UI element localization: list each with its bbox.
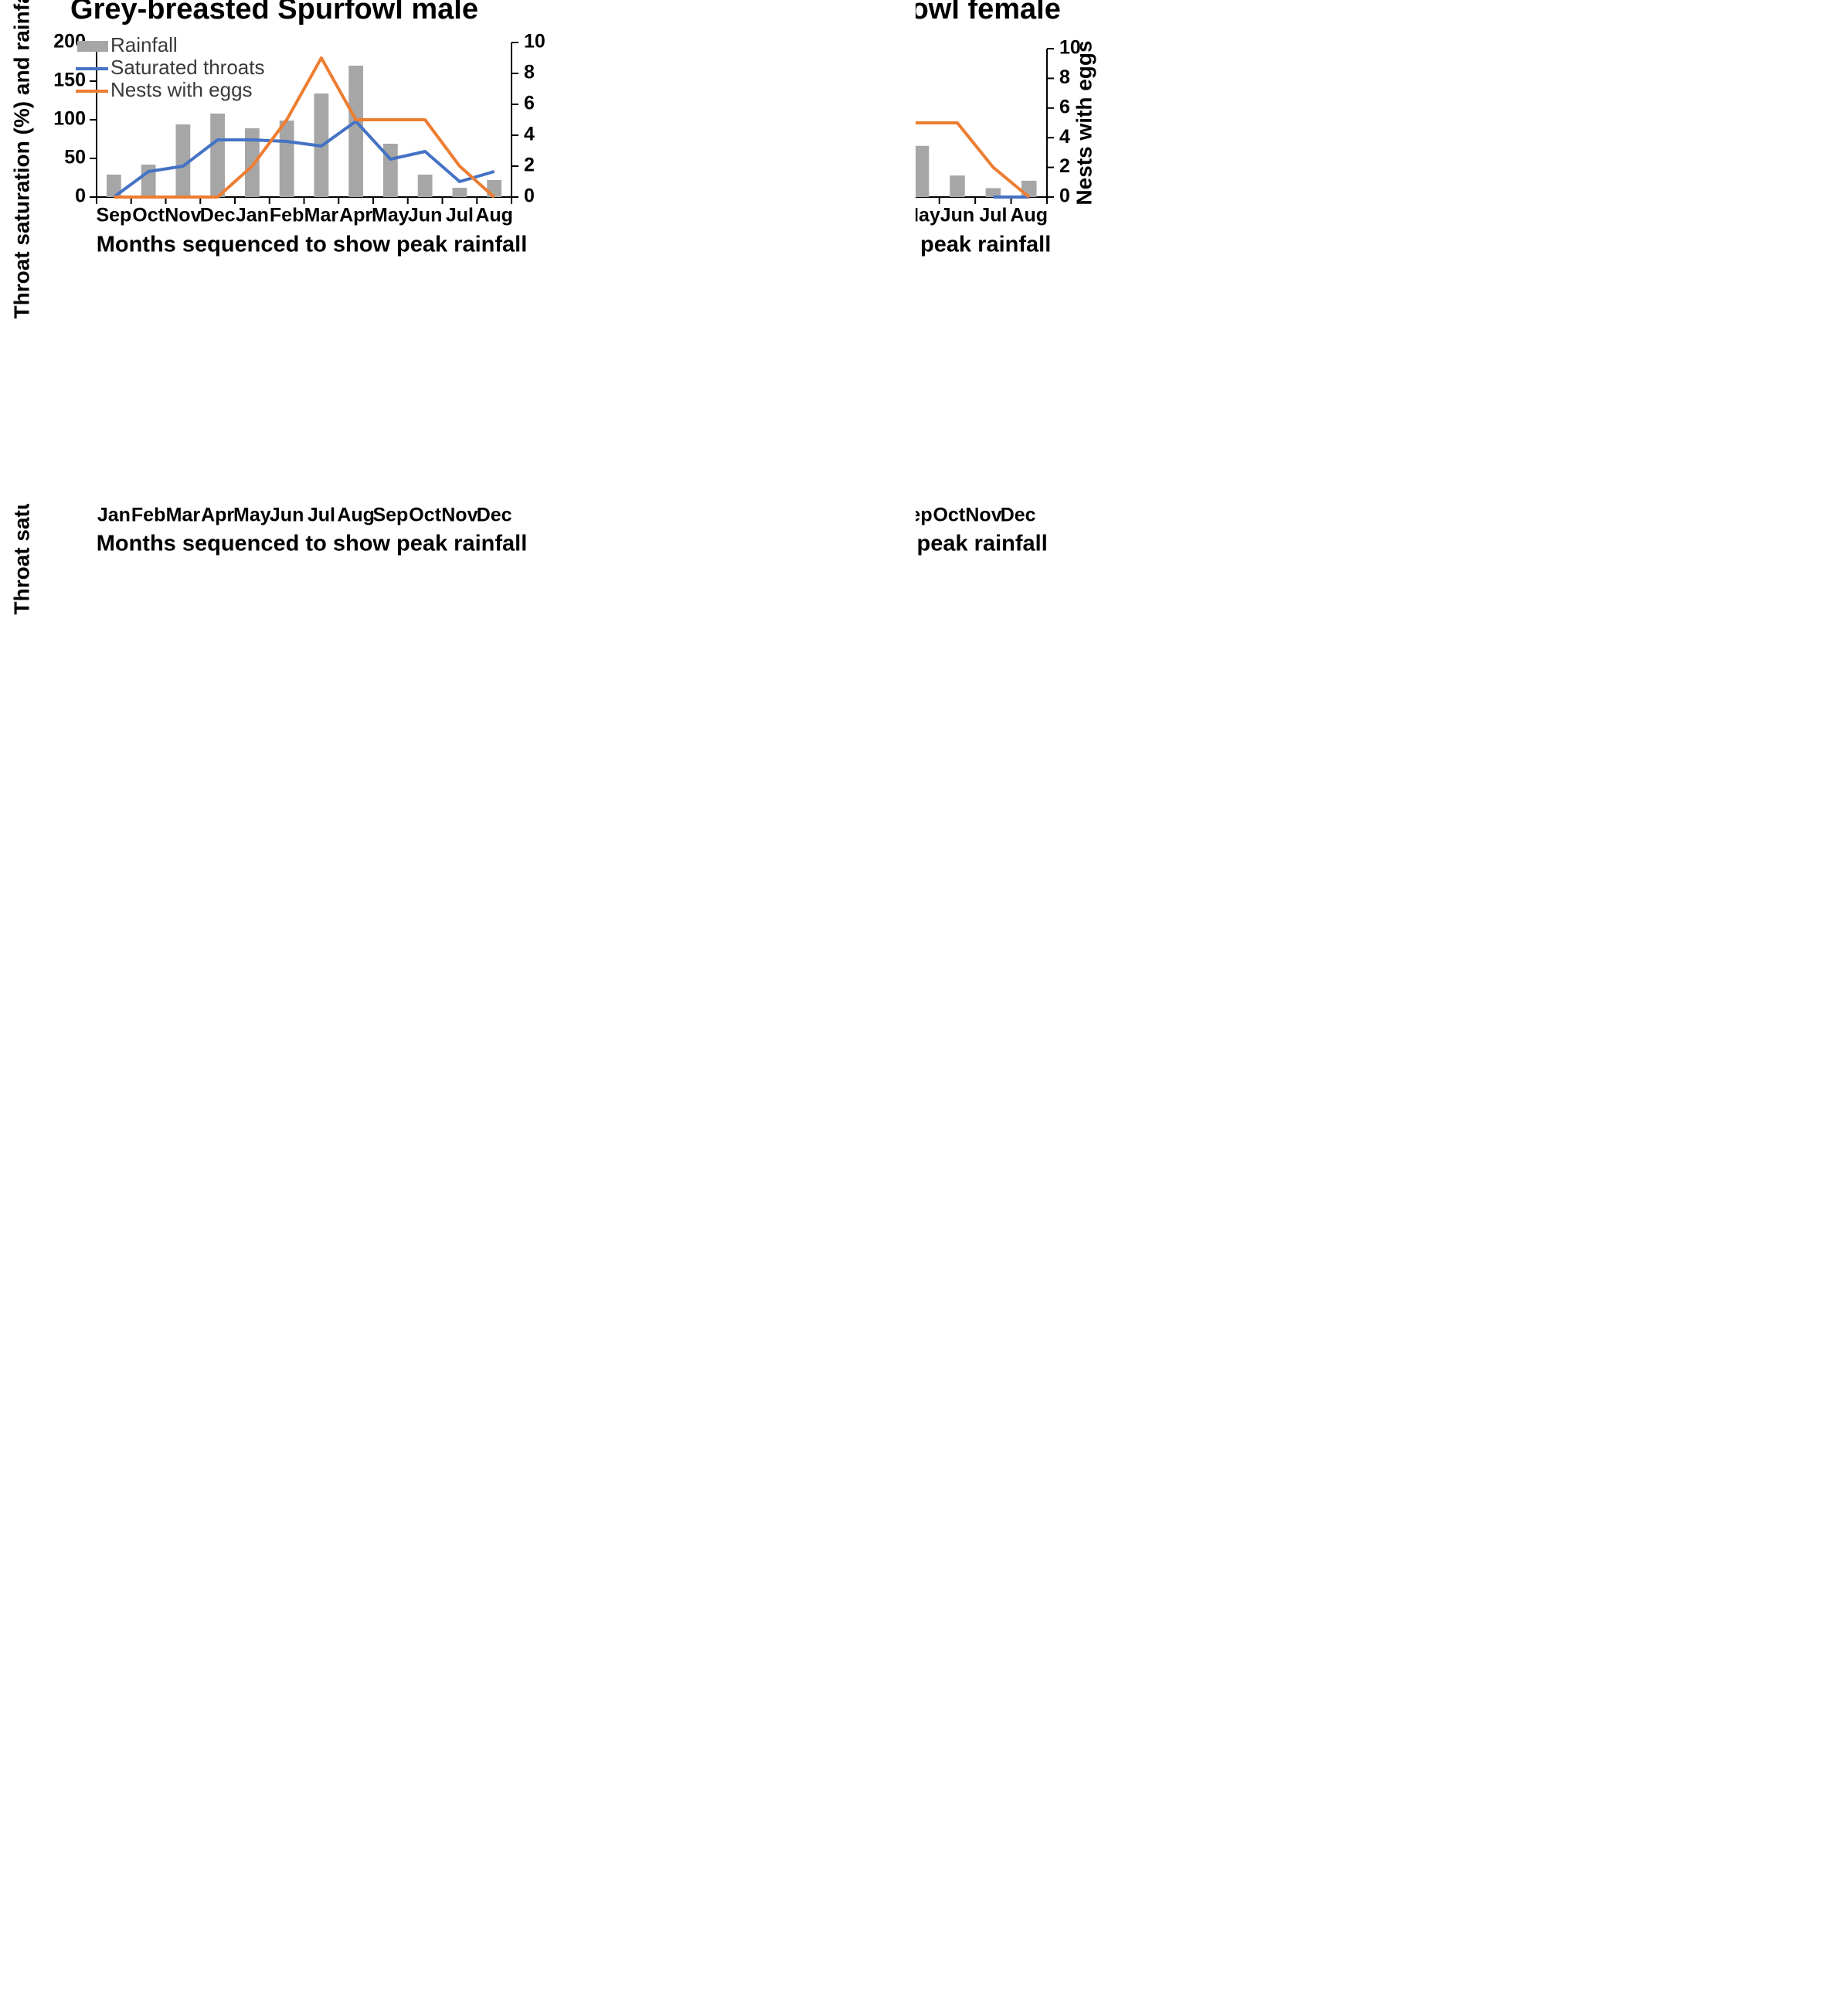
chart-swainsons-male: Swainson's Spurfowl male0204060801001201… bbox=[0, 1511, 916, 2015]
y-tick-label: 0 bbox=[75, 185, 86, 207]
panel-red-necked-female: Red-necked Spurfowl female02040608010012… bbox=[916, 1008, 1831, 1511]
x-tick-label: Dec bbox=[200, 205, 236, 226]
x-tick-label: Dec bbox=[477, 505, 512, 526]
rainfall-bar bbox=[452, 188, 467, 197]
y2-tick-label: 10 bbox=[524, 31, 546, 53]
plot-group: Grey-breasted Spurfowl female05010015020… bbox=[916, 0, 1096, 257]
x-tick-label: Jul bbox=[308, 505, 335, 526]
x-tick-label: Sep bbox=[96, 205, 131, 226]
y2-tick-label: 4 bbox=[1059, 126, 1070, 148]
x-tick-label: May bbox=[233, 505, 271, 526]
x-tick-label: Jul bbox=[979, 205, 1007, 226]
y2-tick-label: 6 bbox=[524, 93, 535, 114]
chart-swainsons-female: Swainson's Spurfowl female02040608010012… bbox=[916, 1511, 1831, 2015]
x-tick-label: Oct bbox=[132, 205, 165, 226]
y-tick-label: 100 bbox=[53, 108, 86, 130]
rainfall-bar bbox=[950, 175, 965, 197]
x-tick-label: Aug bbox=[475, 205, 513, 226]
y2-axis-label: Nests with eggs bbox=[1072, 40, 1096, 205]
x-tick-label: Aug bbox=[1010, 205, 1048, 226]
x-tick-label: Feb bbox=[270, 205, 304, 226]
chart-yellow-necked-female: Yellow-necked Spurfowl female05010015020… bbox=[916, 504, 1059, 556]
nests-line bbox=[114, 56, 495, 199]
rainfall-bar bbox=[417, 175, 433, 197]
panel-grey-breasted-male: Grey-breasted Spurfowl male 0 50 100 150 2 0 0 0… bbox=[0, 0, 916, 504]
x-tick-label: Nov bbox=[965, 505, 1001, 526]
rainfall-bar bbox=[348, 66, 364, 197]
nests-line bbox=[916, 121, 1031, 199]
x-tick-label: Jan bbox=[97, 505, 131, 526]
plot-group: Grey-breasted Spurfowl male0501001502000… bbox=[9, 0, 545, 318]
chart-red-necked-female: Red-necked Spurfowl female02040608010012… bbox=[916, 1008, 1831, 1511]
y2-tick-label: 0 bbox=[1048, 504, 1059, 507]
x-tick-label: Sep bbox=[372, 505, 408, 526]
x-tick-label: Aug bbox=[337, 505, 375, 526]
plot-group: Yellow-necked Spurfowl female05010015020… bbox=[916, 504, 1059, 556]
chart-red-necked-male: Red-necked Spurfowl male0204060801001201… bbox=[0, 1008, 916, 1511]
saturated-line bbox=[113, 120, 495, 199]
chart-title: Grey-breasted Spurfowl male bbox=[70, 0, 478, 25]
y2-tick-label: 8 bbox=[1059, 66, 1070, 88]
x-tick-label: Sep bbox=[916, 505, 933, 526]
chart-title: Grey-breasted Spurfowl female bbox=[916, 0, 1061, 25]
rainfall-bar bbox=[985, 188, 1001, 197]
rainfall-bar bbox=[916, 145, 930, 197]
legend-label: Saturated throats bbox=[110, 56, 264, 79]
panel-red-necked-male: Red-necked Spurfowl male0204060801001201… bbox=[0, 1008, 916, 1511]
x-tick-label: Jan bbox=[236, 205, 269, 226]
y-tick-label: 50 bbox=[64, 147, 86, 168]
y2-tick-label: 0 bbox=[524, 185, 535, 207]
rainfall-bar bbox=[106, 175, 121, 197]
chart-grey-breasted-male: Grey-breasted Spurfowl male0501001502000… bbox=[9, 0, 545, 318]
x-tick-label: Jun bbox=[408, 205, 442, 226]
x-axis-label: Months sequenced to show peak rainfall bbox=[916, 233, 1051, 257]
x-tick-label: Nov bbox=[165, 205, 201, 226]
x-tick-label: Apr bbox=[339, 205, 372, 226]
y2-tick-label: 2 bbox=[1059, 155, 1070, 177]
legend-swatch-rainfall bbox=[77, 41, 108, 52]
x-tick-label: May bbox=[372, 205, 410, 226]
x-tick-label: Mar bbox=[166, 505, 201, 526]
rainfall-bar bbox=[279, 121, 294, 197]
x-tick-label: Nov bbox=[441, 505, 478, 526]
x-axis-label: Months sequenced to show peak rainfall bbox=[97, 532, 528, 556]
chart-grey-breasted-female: Grey-breasted Spurfowl female05010015020… bbox=[916, 0, 1096, 257]
y2-tick-label: 10 bbox=[1059, 37, 1081, 59]
y-axis-label: Throat saturation (%) and rainfall (mm) bbox=[9, 0, 33, 318]
panel-yellow-necked-male: Yellow-necked Spurfowl male0501001502002… bbox=[0, 504, 916, 1008]
y2-tick-label: 2 bbox=[524, 155, 535, 176]
y2-tick-label: 4 bbox=[524, 124, 535, 145]
y2-tick-label: 6 bbox=[1059, 96, 1070, 117]
rainfall-bar bbox=[244, 128, 260, 197]
x-axis-label: Months sequenced to show peak rainfall bbox=[97, 233, 528, 257]
x-tick-label: Oct bbox=[933, 505, 965, 526]
y-tick-label: 150 bbox=[53, 70, 86, 91]
x-tick-label: Mar bbox=[304, 205, 339, 226]
rainfall-bar bbox=[175, 124, 191, 197]
panel-swainsons-female: Swainson's Spurfowl female02040608010012… bbox=[916, 1511, 1831, 2015]
panel-yellow-necked-female: Yellow-necked Spurfowl female05010015020… bbox=[916, 504, 1831, 1008]
x-tick-label: Jun bbox=[940, 205, 974, 226]
x-tick-label: Jun bbox=[270, 505, 304, 526]
y2-tick-label: 0 bbox=[524, 504, 535, 507]
x-tick-label: Dec bbox=[1001, 505, 1036, 526]
y-axis-label: Throat saturation (%) and rainfall (mm) bbox=[9, 504, 33, 614]
legend-label: Nests with eggs bbox=[110, 78, 253, 101]
chart-yellow-necked-male: Yellow-necked Spurfowl male0501001502002… bbox=[9, 504, 535, 614]
x-tick-label: Feb bbox=[131, 505, 165, 526]
x-tick-label: May bbox=[916, 205, 940, 226]
plot-group: Yellow-necked Spurfowl male0501001502002… bbox=[9, 504, 535, 614]
y2-tick-label: 8 bbox=[524, 62, 535, 83]
y-tick-label: 0 bbox=[75, 504, 86, 507]
x-tick-label: Jul bbox=[446, 205, 474, 226]
panel-swainsons-male: Swainson's Spurfowl male0204060801001201… bbox=[0, 1511, 916, 2015]
rainfall-bar bbox=[210, 114, 226, 197]
legend-label: Rainfall bbox=[110, 33, 178, 56]
panel-grey-breasted-female: Grey-breasted Spurfowl female05010015020… bbox=[916, 0, 1831, 504]
x-axis-label: Months sequenced to show peak rainfall bbox=[916, 532, 1048, 556]
x-tick-label: Oct bbox=[409, 505, 441, 526]
x-tick-label: Apr bbox=[201, 505, 234, 526]
y2-tick-label: 0 bbox=[1059, 185, 1070, 207]
